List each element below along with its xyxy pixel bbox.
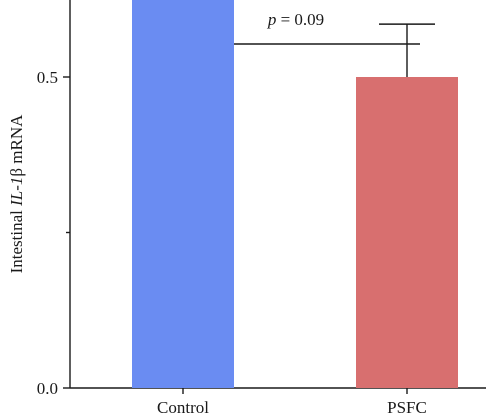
y-tick-label: 0.0 — [37, 379, 58, 398]
y-ticks: 0.00.51.0 — [37, 68, 70, 398]
bar-psfc — [356, 77, 458, 388]
y-axis-label-prefix: Intestinal — [7, 206, 26, 274]
bar-control — [132, 0, 234, 389]
y-axis-label-suffix: β mRNA — [7, 114, 26, 177]
y-axis-label: Intestinal IL-1β mRNA — [7, 114, 26, 274]
y-axis-label-italic: IL-1 — [7, 177, 26, 207]
p-value-text: = 0.09 — [276, 10, 324, 29]
significance-label: p = 0.09 — [267, 10, 324, 29]
bars: Control PSFC — [132, 0, 458, 417]
p-symbol: p — [267, 10, 277, 29]
y-tick-label: 0.5 — [37, 68, 58, 87]
x-tick-label-control: Control — [157, 398, 209, 417]
x-tick-label-psfc: PSFC — [387, 398, 427, 417]
